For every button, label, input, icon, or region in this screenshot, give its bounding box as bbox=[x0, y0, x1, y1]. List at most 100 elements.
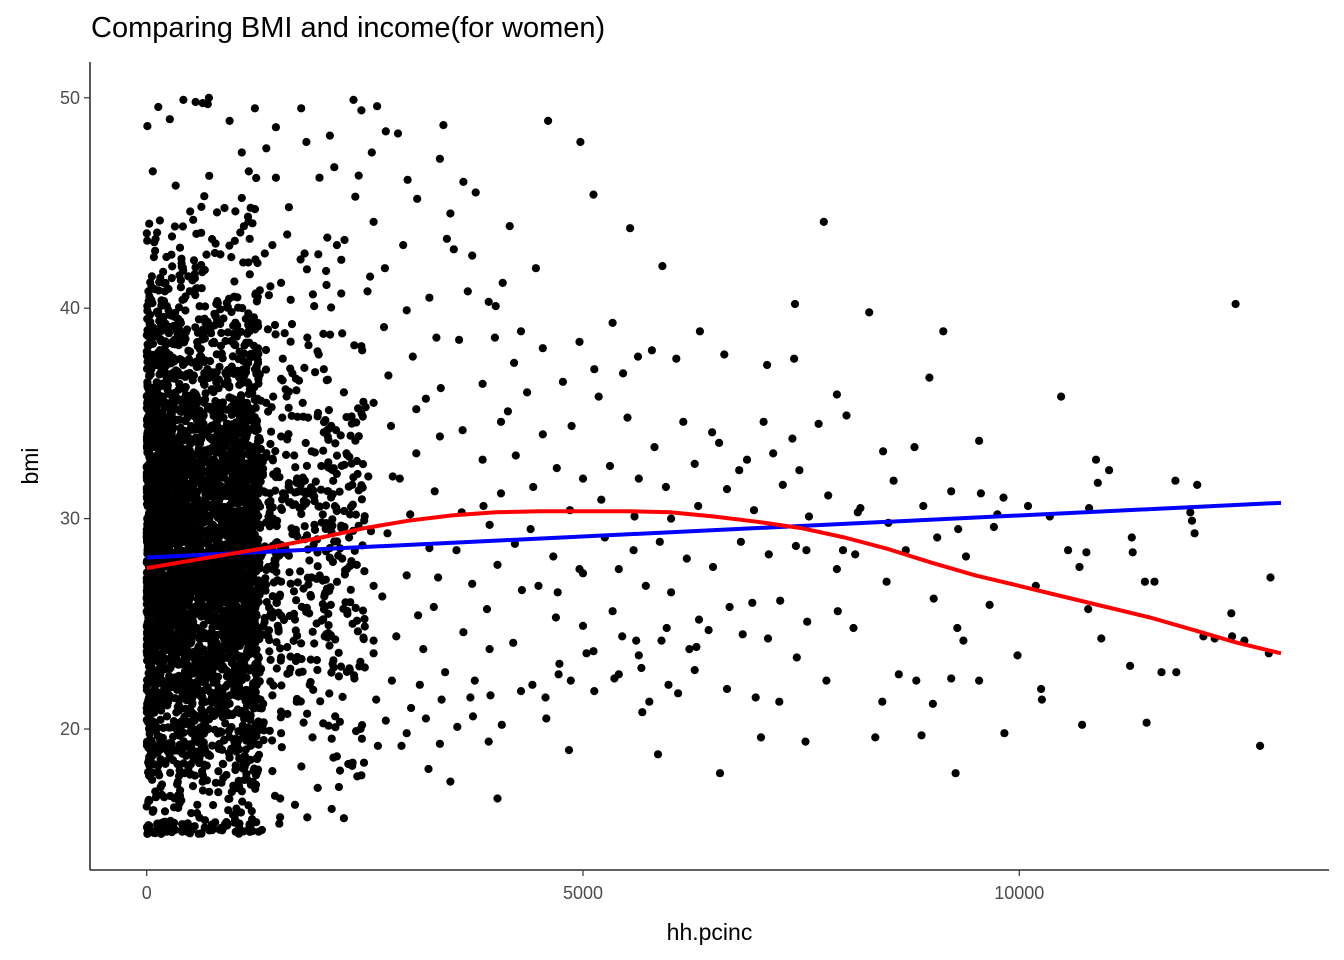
data-point bbox=[290, 451, 299, 460]
data-point bbox=[174, 647, 183, 656]
data-point bbox=[181, 306, 190, 315]
data-point bbox=[142, 347, 151, 356]
data-point bbox=[167, 615, 176, 625]
data-point bbox=[421, 714, 430, 723]
data-point bbox=[190, 479, 199, 488]
data-point bbox=[291, 463, 300, 472]
data-point bbox=[159, 440, 168, 449]
data-point bbox=[509, 638, 518, 647]
data-point bbox=[327, 303, 336, 312]
data-point bbox=[336, 431, 345, 440]
data-point bbox=[430, 487, 439, 496]
data-point bbox=[894, 670, 903, 679]
data-point bbox=[629, 546, 638, 555]
data-point bbox=[201, 389, 210, 398]
x-axis-title: hh.pcinc bbox=[667, 919, 753, 945]
data-point bbox=[286, 579, 295, 588]
data-point bbox=[203, 456, 212, 466]
data-point bbox=[221, 719, 230, 728]
data-point bbox=[434, 573, 443, 582]
data-point bbox=[292, 386, 301, 395]
data-point bbox=[207, 694, 216, 703]
data-point bbox=[381, 127, 390, 136]
data-point bbox=[369, 581, 378, 591]
data-point bbox=[243, 710, 252, 719]
data-point bbox=[162, 694, 171, 703]
data-point bbox=[174, 660, 183, 669]
data-point bbox=[223, 583, 232, 592]
data-point bbox=[188, 782, 198, 791]
data-point bbox=[200, 356, 209, 365]
data-point bbox=[316, 697, 325, 706]
data-point bbox=[266, 282, 275, 291]
data-point bbox=[175, 637, 184, 647]
data-point bbox=[205, 787, 214, 796]
data-point bbox=[144, 558, 153, 568]
data-point bbox=[249, 633, 259, 642]
data-point bbox=[176, 396, 185, 405]
data-point bbox=[253, 660, 262, 669]
data-point bbox=[273, 576, 282, 585]
data-point bbox=[175, 437, 184, 446]
data-point bbox=[349, 95, 358, 104]
data-point bbox=[252, 459, 261, 468]
data-point bbox=[178, 222, 187, 231]
data-point bbox=[268, 767, 277, 776]
data-point bbox=[231, 815, 240, 825]
data-point bbox=[231, 340, 240, 349]
data-point bbox=[619, 369, 628, 378]
data-point bbox=[173, 777, 182, 786]
data-point bbox=[351, 436, 360, 445]
data-point bbox=[319, 719, 328, 728]
data-point bbox=[720, 350, 729, 359]
data-point bbox=[342, 667, 351, 677]
data-point bbox=[183, 413, 192, 422]
data-point bbox=[250, 764, 259, 773]
data-point bbox=[153, 228, 162, 237]
data-point bbox=[372, 695, 381, 704]
data-point bbox=[564, 746, 574, 755]
data-point bbox=[268, 241, 277, 250]
data-point bbox=[179, 266, 188, 275]
data-point bbox=[672, 354, 681, 363]
data-point bbox=[154, 333, 164, 342]
data-point bbox=[324, 435, 333, 444]
data-point bbox=[284, 403, 293, 412]
data-point bbox=[160, 616, 169, 625]
data-point bbox=[1075, 562, 1084, 572]
data-point bbox=[213, 436, 222, 445]
data-point bbox=[306, 655, 315, 664]
data-point bbox=[291, 374, 301, 383]
data-point bbox=[168, 674, 177, 683]
data-point bbox=[230, 369, 239, 378]
y-tick-label: 40 bbox=[60, 298, 80, 318]
data-point bbox=[641, 581, 650, 591]
data-point bbox=[175, 598, 184, 607]
data-point bbox=[193, 712, 202, 721]
data-point bbox=[351, 510, 360, 519]
data-point bbox=[662, 623, 671, 633]
data-point bbox=[213, 694, 222, 703]
data-point bbox=[832, 565, 842, 574]
data-point bbox=[240, 416, 249, 425]
data-point bbox=[194, 497, 203, 506]
data-point bbox=[764, 550, 773, 559]
data-point bbox=[338, 554, 347, 563]
data-point bbox=[575, 337, 584, 346]
data-point bbox=[309, 685, 318, 695]
data-point bbox=[319, 446, 328, 455]
data-point bbox=[230, 292, 239, 301]
data-point bbox=[155, 679, 165, 688]
data-point bbox=[293, 532, 302, 541]
data-point bbox=[199, 569, 208, 579]
data-point bbox=[245, 270, 254, 279]
data-point bbox=[179, 427, 188, 436]
data-point bbox=[268, 691, 277, 700]
data-point bbox=[589, 190, 598, 199]
data-point bbox=[384, 371, 393, 380]
data-point bbox=[145, 391, 154, 401]
data-point bbox=[224, 794, 233, 804]
data-point bbox=[690, 666, 699, 675]
data-point bbox=[610, 674, 619, 683]
